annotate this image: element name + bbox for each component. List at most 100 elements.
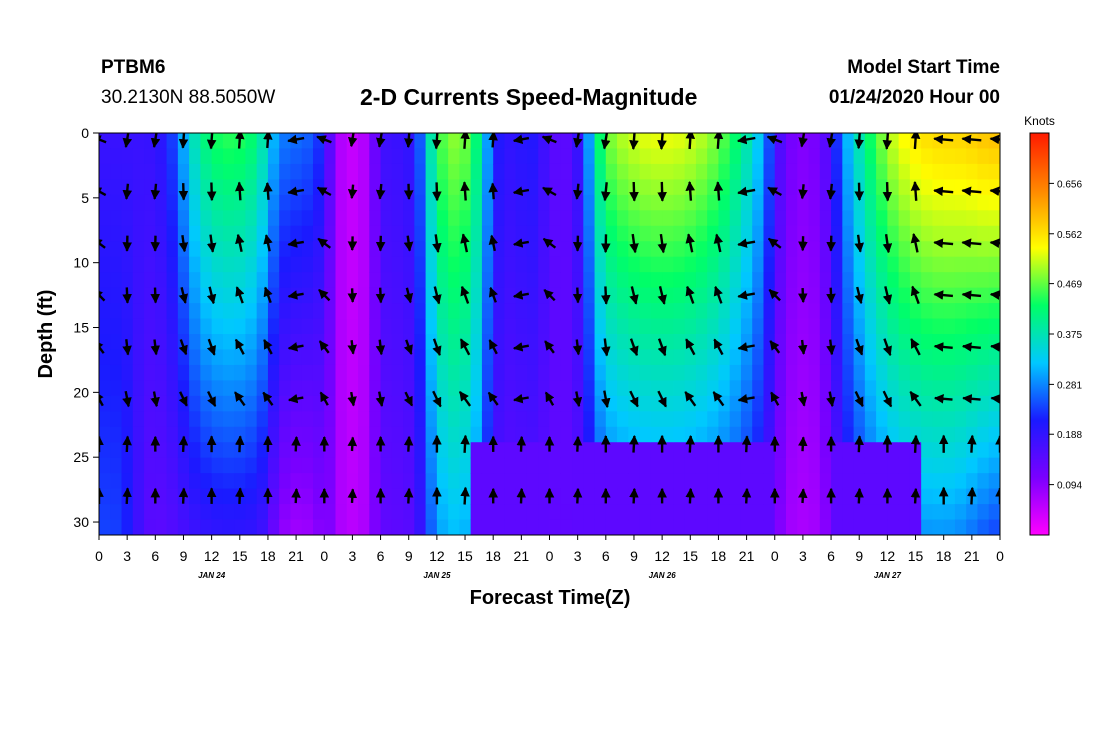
heatmap-cell [448, 303, 460, 320]
heatmap-cell [695, 148, 708, 165]
heatmap-cell [695, 163, 708, 180]
heatmap-cell [110, 303, 123, 320]
heatmap-cell [515, 504, 528, 521]
heatmap-cell [583, 457, 596, 474]
heatmap-cell [864, 473, 877, 490]
heatmap-cell [774, 519, 787, 535]
heatmap-cell [301, 488, 314, 505]
heatmap-cell [909, 148, 922, 165]
current-arrow [882, 286, 893, 305]
heatmap-cell [583, 163, 596, 180]
heatmap-cell [808, 303, 821, 320]
heatmap-cell [707, 349, 720, 366]
heatmap-cell [650, 473, 663, 490]
heatmap-cell [898, 179, 911, 196]
heatmap-cell [628, 256, 641, 273]
heatmap-cell [436, 272, 449, 289]
heatmap-cell [549, 241, 562, 258]
heatmap-cell [538, 241, 551, 258]
heatmap-cell [966, 318, 979, 335]
heatmap-cell [583, 318, 596, 335]
heatmap-cell [831, 473, 843, 490]
heatmap-cell [853, 380, 866, 397]
heatmap-cell [99, 318, 111, 335]
heatmap-cell [560, 504, 573, 521]
heatmap-cell [954, 303, 967, 320]
heatmap-cell [470, 163, 483, 180]
heatmap-cell [189, 163, 201, 180]
heatmap-cell [200, 272, 213, 289]
heatmap-cell [797, 210, 810, 227]
heatmap-cell [966, 241, 979, 258]
heatmap-cell [752, 457, 765, 474]
heatmap-cell [695, 133, 708, 150]
heatmap-cell [256, 179, 269, 196]
heatmap-cell [425, 334, 438, 351]
heatmap-cell [121, 148, 134, 165]
heatmap-cell [436, 318, 449, 335]
heatmap-cell [526, 380, 539, 397]
heatmap-cell [909, 163, 922, 180]
heatmap-cell [459, 256, 472, 273]
heatmap-cell [898, 457, 911, 474]
heatmap-cell [177, 148, 190, 165]
heatmap-cell [380, 519, 393, 535]
heatmap-cell [256, 442, 269, 459]
heatmap-cell [639, 210, 652, 227]
heatmap-cell [267, 364, 280, 381]
heatmap-cell [391, 334, 404, 351]
heatmap-cell [876, 287, 888, 304]
heatmap-cell [267, 133, 280, 150]
heatmap-cell [774, 380, 787, 397]
chart-title: 2-D Currents Speed-Magnitude [360, 84, 698, 110]
colorbar-tick-label: 0.375 [1057, 330, 1082, 341]
x-tick-label: 15 [232, 548, 248, 564]
heatmap-cell [876, 488, 888, 505]
heatmap-cell [921, 411, 934, 428]
heatmap-cell [234, 457, 247, 474]
heatmap-cell [560, 256, 573, 273]
heatmap-cell [470, 318, 483, 335]
heatmap-cell [763, 194, 776, 211]
heatmap-cell [842, 194, 855, 211]
current-arrow [736, 134, 756, 145]
current-arrow [797, 391, 808, 407]
current-arrow [854, 338, 864, 356]
heatmap-cell [279, 334, 292, 351]
heatmap-cell [538, 519, 551, 535]
heatmap-cell [256, 318, 269, 335]
heatmap-cell [977, 318, 990, 335]
heatmap-cell [403, 163, 415, 180]
heatmap-cell [898, 504, 911, 521]
heatmap-cell [481, 318, 494, 335]
heatmap-cell [977, 210, 990, 227]
heatmap-cell [943, 442, 956, 459]
heatmap-cell [459, 148, 472, 165]
heatmap-cell [583, 287, 596, 304]
heatmap-cell [222, 133, 235, 150]
heatmap-cell [729, 210, 742, 227]
heatmap-cell [921, 256, 934, 273]
heatmap-cell [921, 225, 934, 242]
heatmap-cell [898, 349, 911, 366]
heatmap-cell [617, 488, 629, 505]
heatmap-cell [414, 272, 427, 289]
heatmap-cell [853, 148, 866, 165]
heatmap-cell [267, 457, 280, 474]
heatmap-cell [425, 133, 438, 150]
heatmap-cell [898, 519, 911, 535]
heatmap-cell [301, 504, 314, 521]
heatmap-cell [853, 210, 866, 227]
heatmap-cell [448, 179, 460, 196]
heatmap-cell [797, 256, 810, 273]
heatmap-cell [200, 210, 213, 227]
heatmap-cell [673, 504, 686, 521]
heatmap-cell [853, 426, 866, 443]
heatmap-cell [324, 519, 337, 535]
heatmap-cell [695, 473, 708, 490]
heatmap-cell [977, 473, 990, 490]
heatmap-cell [538, 272, 551, 289]
heatmap-cell [932, 426, 945, 443]
heatmap-cell [425, 473, 438, 490]
heatmap-cell [459, 303, 472, 320]
